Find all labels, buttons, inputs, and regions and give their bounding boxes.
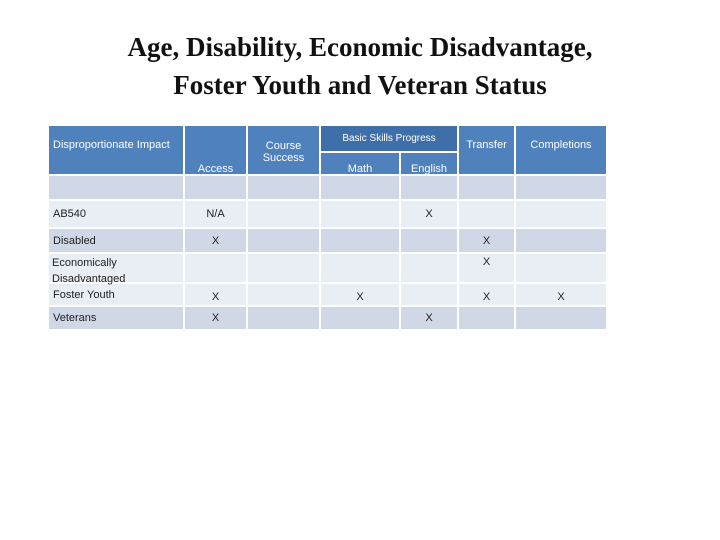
table-cell <box>400 228 458 253</box>
table-cell <box>184 253 247 283</box>
table-cell <box>247 306 320 330</box>
table-cell <box>515 253 607 283</box>
table-cell: X <box>458 283 515 306</box>
blank-cell <box>458 175 515 200</box>
blank-cell <box>48 175 184 200</box>
table-cell: X <box>184 228 247 253</box>
column-header: Transfer <box>458 125 515 175</box>
column-header: Access <box>184 125 247 175</box>
table-cell <box>400 253 458 283</box>
row-label-bg <box>48 253 184 283</box>
table-cell <box>320 253 400 283</box>
row-label: Veterans <box>48 306 184 330</box>
table-cell: X <box>184 283 247 306</box>
table-cell <box>400 283 458 306</box>
table-cell <box>320 228 400 253</box>
blank-cell <box>247 175 320 200</box>
table-cell <box>320 200 400 228</box>
table-cell <box>247 253 320 283</box>
table-cell <box>515 228 607 253</box>
title-line: Foster Youth and Veteran Status <box>173 70 547 100</box>
table-cell <box>458 200 515 228</box>
table-cell <box>247 228 320 253</box>
row-label: Economically Disadvantaged <box>52 257 126 285</box>
title-line: Age, Disability, Economic Disadvantage, <box>127 32 593 62</box>
row-label: Foster Youth <box>48 283 184 306</box>
blank-cell <box>320 175 400 200</box>
blank-cell <box>515 175 607 200</box>
table-cell: X <box>458 228 515 253</box>
table-cell: N/A <box>184 200 247 228</box>
table-cell: X <box>400 306 458 330</box>
blank-cell <box>400 175 458 200</box>
table-cell: X <box>458 253 515 283</box>
table-cell <box>247 283 320 306</box>
row-label: Disabled <box>48 228 184 253</box>
table-cell <box>458 306 515 330</box>
column-header: Completions <box>515 125 607 175</box>
row-header: Disproportionate Impact <box>48 125 184 175</box>
table-cell: X <box>515 283 607 306</box>
column-header: Math <box>320 152 400 175</box>
table-cell: X <box>184 306 247 330</box>
table-cell <box>320 306 400 330</box>
group-header: Basic Skills Progress <box>320 125 458 152</box>
row-label: AB540 <box>48 200 184 228</box>
table-cell <box>247 200 320 228</box>
blank-cell <box>184 175 247 200</box>
table-cell <box>515 200 607 228</box>
table-cell <box>515 306 607 330</box>
table-cell: X <box>400 200 458 228</box>
column-header: English <box>400 152 458 175</box>
table-cell: X <box>320 283 400 306</box>
column-header: Course Success <box>247 125 320 175</box>
